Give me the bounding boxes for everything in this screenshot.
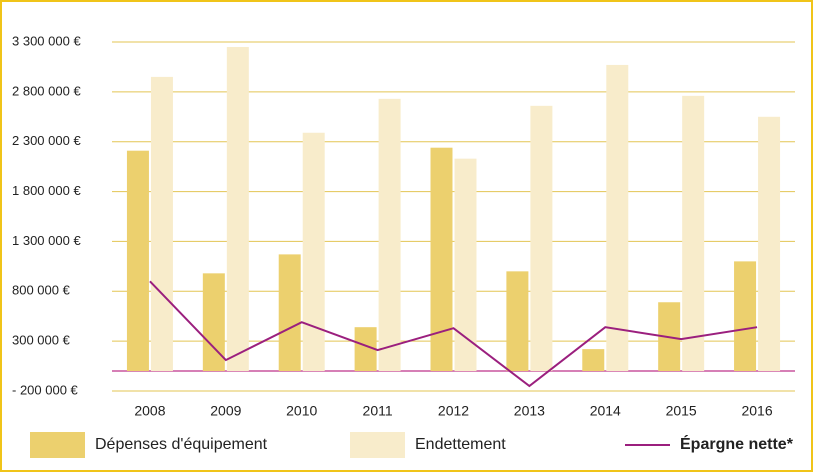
bar xyxy=(302,132,325,372)
bar xyxy=(202,273,225,372)
y-tick-label: 2 300 000 € xyxy=(12,133,81,148)
y-tick-label: 3 300 000 € xyxy=(12,33,81,48)
y-tick-label: - 200 000 € xyxy=(12,382,79,397)
y-tick-label: 1 800 000 € xyxy=(12,183,81,198)
bar xyxy=(150,76,173,372)
bar xyxy=(126,150,149,372)
x-tick-label: 2010 xyxy=(286,403,317,419)
x-tick-label: 2016 xyxy=(741,403,772,419)
x-tick-label: 2015 xyxy=(666,403,697,419)
x-tick-label: 2011 xyxy=(363,403,393,419)
legend-swatch xyxy=(350,432,405,458)
y-tick-label: 2 800 000 € xyxy=(12,83,81,98)
y-tick-label: 1 300 000 € xyxy=(12,233,81,248)
bar xyxy=(582,349,605,372)
legend-label: Dépenses d'équipement xyxy=(95,436,268,453)
legend-label: Endettement xyxy=(415,436,506,453)
legend-label: Épargne nette* xyxy=(680,434,794,453)
x-tick-label: 2009 xyxy=(210,403,241,419)
bar xyxy=(430,147,453,372)
bar xyxy=(734,261,757,372)
y-tick-label: 300 000 € xyxy=(12,333,71,348)
bar xyxy=(354,327,377,372)
bar xyxy=(682,95,705,372)
bar xyxy=(454,158,477,372)
legend-swatch xyxy=(30,432,85,458)
bar xyxy=(758,116,781,372)
x-tick-label: 2008 xyxy=(134,403,165,419)
line xyxy=(149,280,758,388)
bar xyxy=(378,98,401,372)
bar xyxy=(278,254,301,372)
x-tick-label: 2013 xyxy=(514,403,545,419)
bar xyxy=(530,105,553,372)
bar xyxy=(606,64,629,372)
bar xyxy=(226,46,249,372)
x-tick-label: 2014 xyxy=(590,403,621,419)
x-tick-label: 2012 xyxy=(438,403,469,419)
bar xyxy=(506,271,529,372)
y-tick-label: 800 000 € xyxy=(12,283,71,298)
